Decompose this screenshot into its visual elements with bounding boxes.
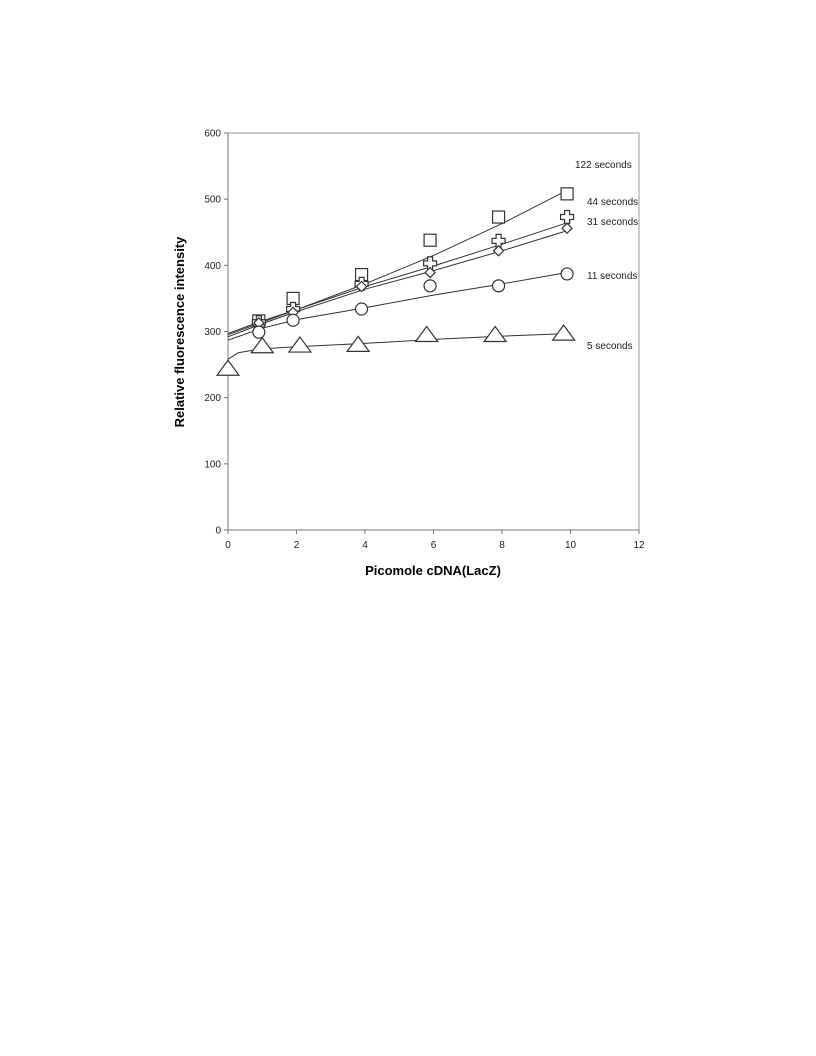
trend-line bbox=[227, 271, 571, 341]
series-cross bbox=[227, 209, 575, 336]
data-point-square bbox=[560, 187, 574, 201]
y-tick-label: 400 bbox=[204, 261, 221, 272]
data-point-triangle bbox=[551, 324, 576, 341]
data-point-circle bbox=[354, 302, 369, 316]
x-tick-label: 12 bbox=[633, 540, 645, 551]
x-tick-label: 8 bbox=[499, 540, 505, 551]
data-point-circle bbox=[491, 279, 506, 293]
series-label: 5 seconds bbox=[587, 341, 633, 352]
x-axis-ticks: 0 2 4 6 8 10 12 bbox=[225, 530, 645, 551]
data-point-triangle bbox=[345, 335, 371, 352]
series-layer bbox=[215, 187, 576, 376]
data-point-diamond bbox=[561, 222, 573, 235]
data-point-triangle bbox=[287, 336, 313, 353]
x-tick-label: 10 bbox=[565, 540, 577, 551]
y-tick-label: 500 bbox=[204, 195, 221, 206]
data-point-diamond bbox=[355, 280, 368, 293]
x-tick-label: 6 bbox=[431, 540, 437, 551]
series-label: 122 seconds bbox=[575, 160, 632, 171]
plot-frame bbox=[227, 132, 640, 531]
x-tick-label: 0 bbox=[225, 540, 231, 551]
data-point-triangle bbox=[482, 325, 508, 343]
series-square bbox=[227, 187, 574, 334]
data-point-circle bbox=[286, 313, 300, 327]
trend-line bbox=[227, 333, 571, 360]
x-axis-title: Picomole cDNA(LacZ) bbox=[365, 563, 501, 578]
y-axis-title: Relative fluorescence intensity bbox=[172, 236, 187, 428]
y-tick-label: 300 bbox=[204, 327, 221, 338]
series-label: 44 seconds bbox=[587, 197, 638, 208]
trend-line bbox=[227, 188, 571, 334]
x-tick-label: 2 bbox=[294, 540, 300, 551]
y-tick-label: 600 bbox=[204, 129, 221, 140]
data-point-diamond bbox=[492, 244, 505, 257]
x-tick-label: 4 bbox=[362, 540, 368, 551]
data-point-triangle bbox=[250, 336, 275, 354]
series-triangle-origin bbox=[215, 359, 241, 376]
data-point-triangle bbox=[215, 359, 241, 376]
series-diamond bbox=[227, 222, 573, 338]
series-circle bbox=[227, 267, 574, 341]
series-labels: 122 seconds 44 seconds 31 seconds 11 second… bbox=[575, 160, 638, 352]
series-label: 31 seconds bbox=[587, 217, 638, 228]
trend-line bbox=[227, 229, 571, 338]
plot-area bbox=[227, 132, 640, 531]
data-point-circle bbox=[423, 279, 437, 293]
data-point-cross bbox=[559, 209, 575, 225]
data-point-diamond bbox=[424, 266, 436, 279]
y-tick-label: 100 bbox=[204, 459, 221, 470]
data-point-cross bbox=[491, 233, 506, 248]
series-triangle bbox=[227, 324, 576, 360]
y-tick-label: 0 bbox=[215, 526, 221, 537]
data-point-square bbox=[491, 210, 506, 224]
series-label: 11 seconds bbox=[587, 271, 637, 282]
y-axis-ticks: 0 100 200 300 400 500 600 bbox=[204, 129, 228, 537]
data-point-circle bbox=[252, 325, 266, 339]
data-point-circle bbox=[560, 267, 574, 281]
data-point-triangle bbox=[414, 325, 439, 343]
data-point-square bbox=[423, 233, 437, 247]
y-tick-label: 200 bbox=[204, 393, 221, 404]
